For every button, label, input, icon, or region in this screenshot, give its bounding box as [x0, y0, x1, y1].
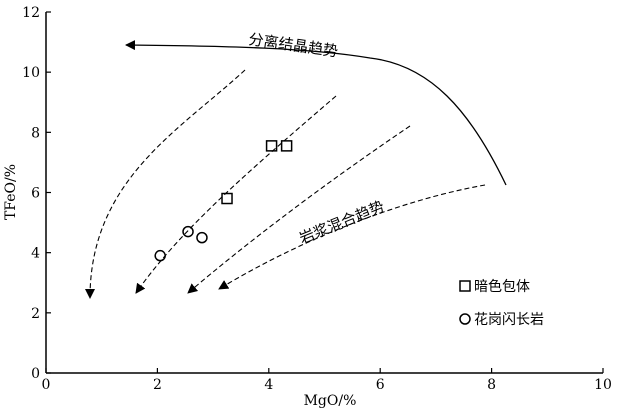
mixing-trend-line-2: [135, 95, 337, 294]
legend-label-enclave: 暗色包体: [474, 278, 530, 295]
y-tick-label: 0: [31, 366, 40, 382]
y-axis-title: TFeO/%: [3, 164, 19, 220]
enclave-point: [265, 140, 278, 152]
mixing-trend-line-3: [187, 125, 411, 294]
x-tick-label: 2: [153, 377, 162, 393]
enclave-point: [221, 192, 233, 205]
granodiorite-point: [154, 249, 166, 262]
y-tick-label: 12: [22, 5, 40, 21]
legend-circle-marker: [459, 313, 471, 325]
mixing-trend-label: 岩浆混合趋势: [297, 197, 387, 247]
x-tick-label: 10: [594, 377, 612, 393]
x-ticks: 0 2 4 6 8 10: [42, 368, 612, 393]
y-ticks: 0 2 4 6 8 10 12: [22, 5, 51, 382]
enclave-point: [280, 140, 293, 152]
x-tick-label: 4: [264, 377, 273, 393]
y-tick-label: 6: [31, 186, 40, 202]
x-tick-label: 0: [42, 377, 51, 393]
x-tick-label: 6: [376, 377, 385, 393]
crystallization-trend-label: 分离结晶趋势: [247, 30, 339, 60]
granodiorite-point: [196, 231, 208, 244]
crystallization-trend-curve: [125, 40, 507, 186]
fractional-crystallization-trend: 分离结晶趋势: [125, 30, 507, 186]
granodiorite-point: [182, 225, 194, 238]
mixing-trend-line-1: [85, 69, 246, 299]
legend: 暗色包体 花岗闪长岩: [459, 278, 544, 328]
y-tick-label: 10: [22, 65, 40, 81]
data-points: [154, 140, 293, 262]
legend-label-granodiorite: 花岗闪长岩: [474, 312, 544, 328]
y-tick-label: 4: [31, 246, 40, 262]
legend-square-marker: [459, 280, 471, 292]
mixing-trend-line-4: [218, 184, 486, 290]
x-axis-title: MgO/%: [304, 393, 357, 409]
magma-mixing-trends: 岩浆混合趋势: [85, 69, 486, 299]
x-tick-label: 8: [487, 377, 496, 393]
y-tick-label: 2: [31, 306, 40, 322]
y-tick-label: 8: [31, 125, 40, 141]
